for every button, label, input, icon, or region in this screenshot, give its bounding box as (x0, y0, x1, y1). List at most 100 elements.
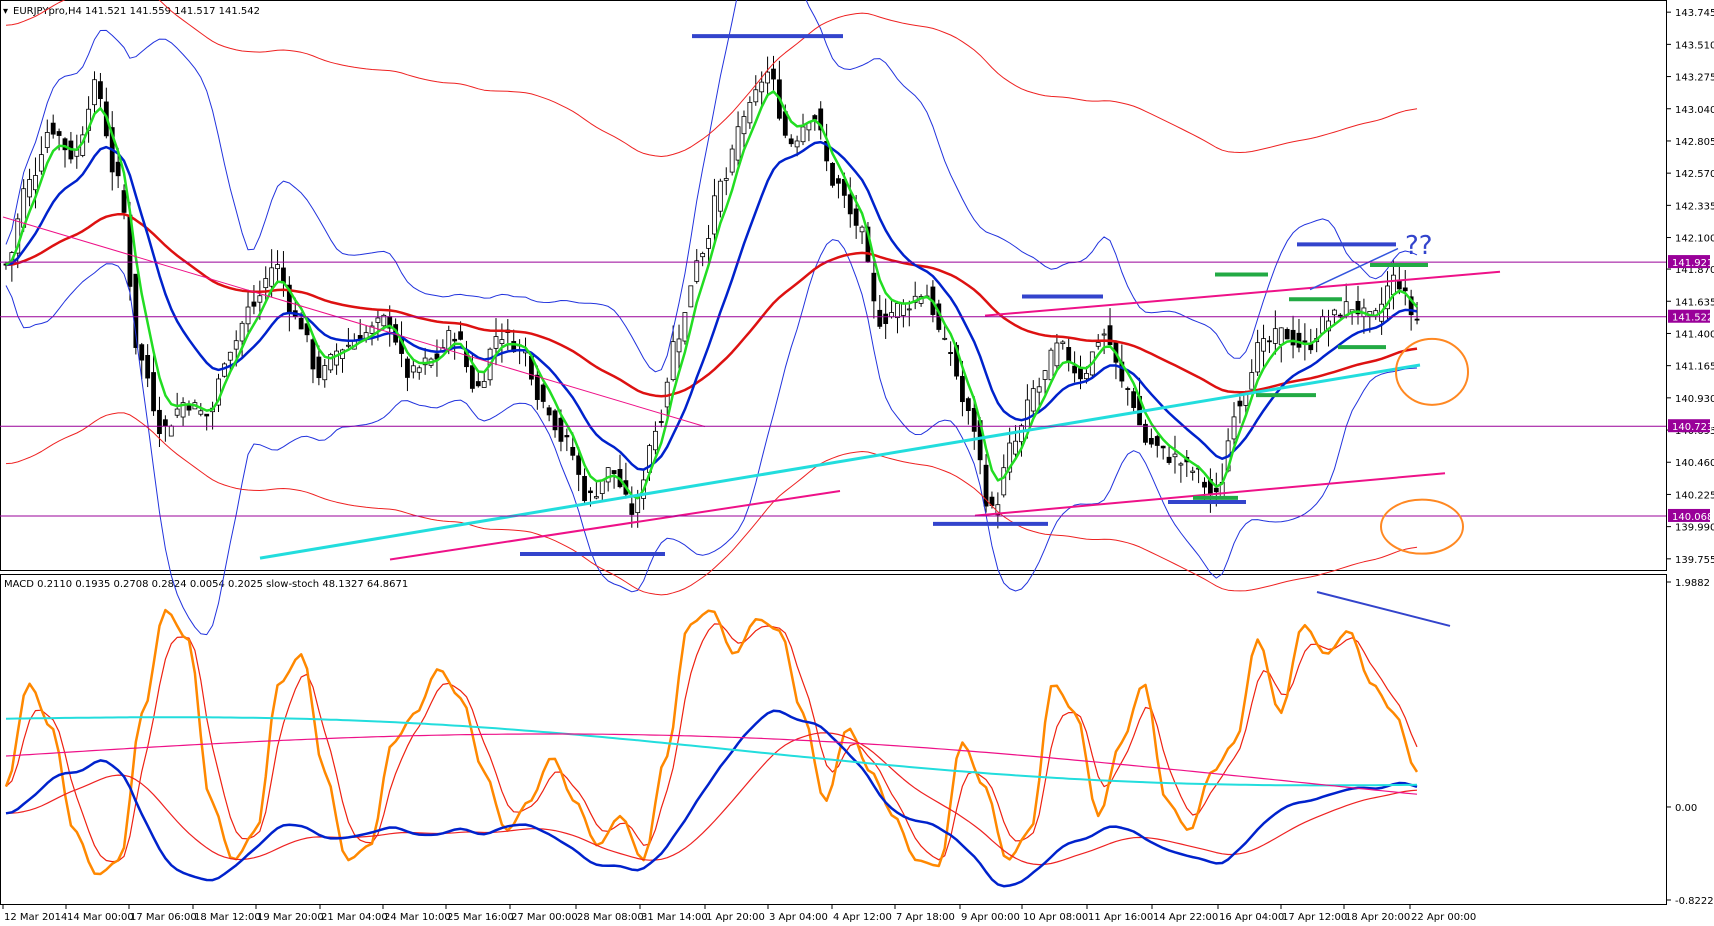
candle-body (1143, 423, 1148, 443)
pink-trendline-top (984, 270, 1501, 317)
candle-body (1414, 318, 1420, 321)
envelope-upper (5, 0, 1418, 157)
candle-body (1249, 372, 1255, 390)
stoch-main-line (4, 608, 1419, 876)
candle-body (588, 490, 593, 494)
candle-body (416, 367, 422, 373)
candle-body (676, 338, 682, 353)
candle-body (635, 496, 641, 514)
price-tick-label: 143.275 (1675, 73, 1714, 84)
price-tick-label: 142.570 (1675, 169, 1714, 180)
price-tick-label: 142.805 (1675, 137, 1714, 148)
candle-body (481, 381, 487, 388)
bollinger-upper (5, 0, 1418, 373)
price-tick-label: 143.510 (1675, 40, 1714, 51)
candle-body (405, 358, 410, 378)
candle-body (328, 354, 334, 371)
candle-body (27, 179, 32, 198)
candle-body (1391, 274, 1396, 295)
candle-body (900, 302, 906, 316)
candle-body (263, 278, 269, 289)
candle-body (788, 138, 794, 145)
candle-body (558, 417, 564, 442)
candle-body (818, 108, 824, 131)
indicator-plot (4, 591, 1451, 888)
candle-body (304, 323, 310, 336)
price-tick-label: 143.745 (1675, 8, 1714, 19)
bollinger-lower (5, 239, 1418, 636)
candle-body (717, 180, 723, 212)
candle-body (723, 178, 729, 181)
candle-body (1007, 442, 1013, 473)
orange-circle-lower (1380, 498, 1464, 555)
level-badge (1668, 508, 1710, 522)
candle-body (198, 410, 204, 415)
candle-body (98, 81, 103, 100)
candle-body (151, 372, 156, 412)
price-tick-label: 142.100 (1675, 234, 1714, 245)
candle-body (712, 195, 717, 235)
candle-body (836, 178, 841, 184)
candle-body (1178, 463, 1184, 466)
candle-body (245, 306, 251, 325)
macd-cyan-line (5, 716, 1418, 787)
price-panel-frame (0, 0, 1667, 571)
time-tick-label: 24 Mar 10:00 (384, 912, 451, 923)
candle-body (1284, 329, 1290, 340)
candle-body (1095, 342, 1101, 347)
candle-body (157, 409, 162, 435)
macd-pink-line (5, 733, 1418, 795)
candle-body (298, 317, 304, 330)
candle-body (877, 309, 883, 327)
pink-trendline-desc (2, 216, 706, 428)
candle-body (269, 267, 275, 287)
candle-body (1048, 349, 1054, 381)
candle-body (1125, 388, 1131, 390)
level-badge-label: 141.522 (1672, 313, 1713, 324)
candle-body (162, 419, 168, 427)
price-tick-label: 141.870 (1675, 265, 1714, 276)
candle-body (499, 339, 505, 344)
candle-body (375, 317, 381, 323)
candle-body (847, 194, 853, 215)
dropdown-icon[interactable]: ▾ (3, 6, 8, 17)
price-tick-label: 139.990 (1675, 523, 1714, 534)
price-tick-label: 143.040 (1675, 105, 1714, 116)
time-tick-label: 14 Apr 22:00 (1153, 912, 1218, 923)
candle-body (227, 351, 233, 361)
candle-body (310, 339, 316, 370)
candle-body (1190, 470, 1196, 473)
candle-body (316, 356, 322, 379)
level-badge (1668, 309, 1710, 323)
candle-body (729, 148, 735, 173)
candle-body (493, 336, 499, 349)
time-tick-label: 14 Mar 00:00 (67, 912, 134, 923)
candle-body (889, 312, 894, 318)
cyan-trendline (259, 363, 1421, 560)
indicator-tick-label: -0.8222 (1675, 896, 1714, 907)
time-tick-label: 17 Mar 06:00 (130, 912, 197, 923)
candle-body (168, 425, 174, 437)
candle-body (275, 264, 280, 270)
candle-body (1101, 333, 1107, 336)
candle-body (765, 71, 770, 84)
ma-blue (5, 140, 1418, 471)
candle-body (629, 503, 635, 515)
candle-body (44, 132, 50, 148)
candle-body (1296, 332, 1302, 348)
candle-body (611, 470, 617, 475)
candle-body (965, 398, 971, 412)
candle-body (469, 365, 475, 389)
envelope-lower (5, 412, 1418, 596)
candle-body (1148, 437, 1154, 445)
candle-body (115, 161, 121, 177)
time-tick-label: 19 Mar 20:00 (257, 912, 324, 923)
candle-body (139, 344, 145, 361)
candle-body (552, 410, 558, 431)
candle-body (1272, 328, 1278, 344)
time-tick-label: 18 Mar 12:00 (194, 912, 261, 923)
candle-body (1385, 285, 1390, 310)
candle-body (1255, 342, 1261, 373)
candle-body (1408, 296, 1414, 316)
candle-body (1054, 342, 1060, 367)
